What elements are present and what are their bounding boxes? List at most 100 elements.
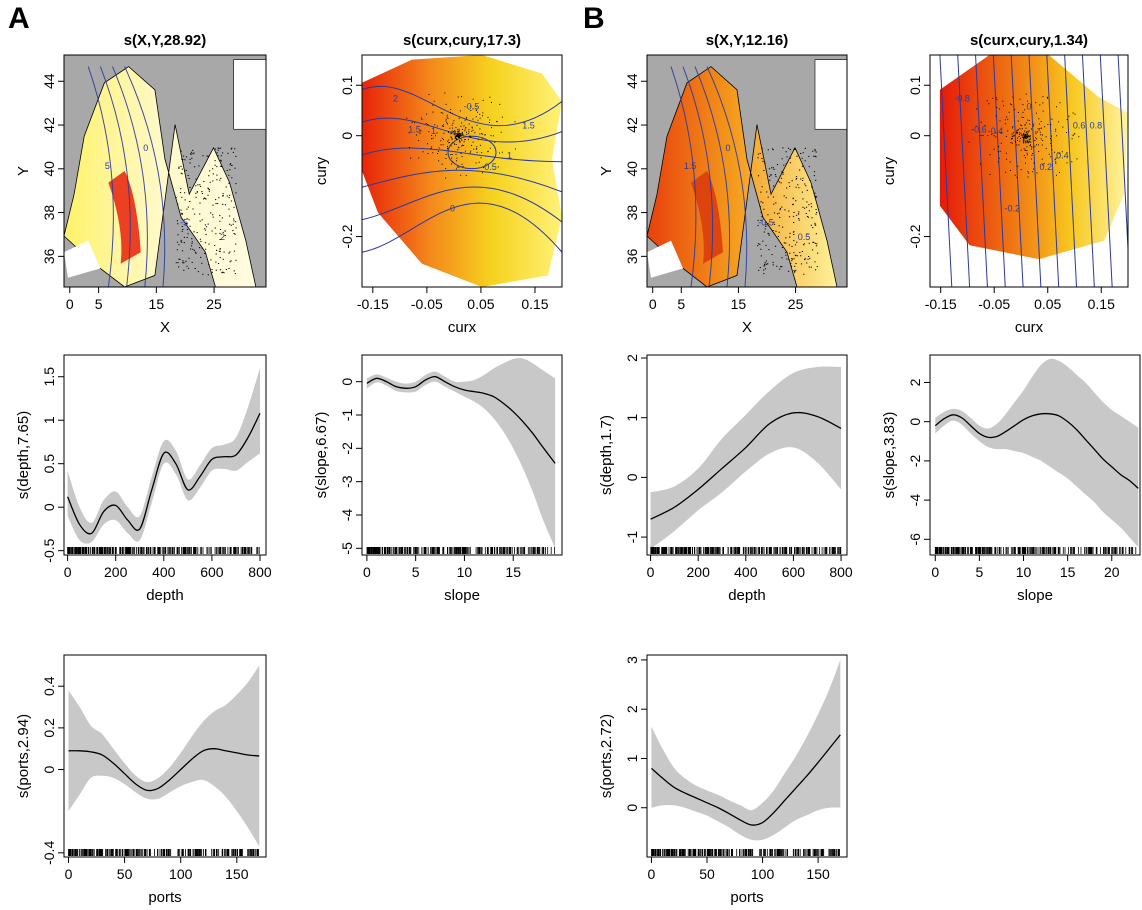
y-tick-label: -0.2 xyxy=(339,224,355,248)
contour-line xyxy=(1099,55,1113,287)
contour-label: 0 xyxy=(1026,101,1031,111)
y-tick-label: 40 xyxy=(41,161,57,177)
contour-line xyxy=(1010,55,1024,287)
y-tick-label: 36 xyxy=(624,248,640,264)
x-tick-label: 0 xyxy=(647,564,655,580)
y-tick-label: 38 xyxy=(41,205,57,221)
contour-line xyxy=(682,66,714,287)
hot-spot xyxy=(108,171,141,264)
contour-label: 0 xyxy=(450,203,455,213)
x-tick-label: 15 xyxy=(731,296,747,312)
x-tick-label: -0.05 xyxy=(978,296,1010,312)
plot-frame xyxy=(929,54,1129,288)
y-tick-label: 2 xyxy=(624,354,640,362)
contour-line xyxy=(124,66,166,287)
smooth-line xyxy=(651,734,841,826)
contour-line xyxy=(694,66,731,287)
plot-frame xyxy=(929,354,1141,556)
x-tick-label: 15 xyxy=(149,296,165,312)
y-tick-label: 0.1 xyxy=(907,75,923,95)
x-tick-label: -0.15 xyxy=(925,296,957,312)
observation-points xyxy=(175,147,237,276)
contour-line xyxy=(447,135,497,170)
y-tick-label: 0 xyxy=(339,378,355,386)
y-tick-label: 0 xyxy=(339,132,355,140)
y-tick-label: -5 xyxy=(339,542,355,555)
y-tick-label: 44 xyxy=(41,73,57,89)
contour-line xyxy=(1081,55,1095,287)
y-tick-label: 42 xyxy=(624,117,640,133)
y-tick-label: -6 xyxy=(907,533,923,546)
y-tick-label: 2 xyxy=(907,378,923,386)
contour-line xyxy=(1046,55,1060,287)
a-depth-plot: 0 200 400 600 800 -0.5 0 0.5 1 1.5 depth s(depth,7.… xyxy=(15,354,272,604)
confidence-band xyxy=(67,368,260,544)
x-tick-label: 600 xyxy=(782,564,806,580)
rug-marks xyxy=(68,849,259,856)
contour-label: -0.5 xyxy=(464,101,480,111)
x-tick-label: -0.15 xyxy=(357,296,389,312)
y-axis-label: s(ports,2.72) xyxy=(598,714,615,798)
contour-line xyxy=(362,147,562,163)
contour-line xyxy=(112,66,148,287)
b-ports-plot: 0 50 100 150 0 1 2 3 ports s(ports,2.72) xyxy=(598,654,848,906)
contour-label: -0.8 xyxy=(954,94,970,104)
contour-line xyxy=(362,117,562,143)
contour-label: 0.4 xyxy=(1056,150,1069,160)
rug-marks xyxy=(651,849,840,856)
b-xy-plot: 1.5 0 -0.5 0.5 0 5 15 25 36 38 40 42 44 X Ys(X,Y,12.16… xyxy=(598,32,848,336)
x-tick-label: 20 xyxy=(1104,564,1120,580)
panel-label-b: B xyxy=(583,2,605,35)
x-tick-label: 5 xyxy=(976,564,984,580)
y-tick-label: 42 xyxy=(41,117,57,133)
x-tick-label: 0 xyxy=(363,564,371,580)
confidence-band xyxy=(68,665,260,847)
contour-line xyxy=(706,66,748,287)
observation-points xyxy=(968,93,1080,178)
y-axis-label: Y xyxy=(15,166,32,176)
a-xy-plot: 5 0 -5 2 0 5 15 25 36 38 40 42 44 X Ys(X,Y,28.92) xyxy=(15,32,267,336)
y-tick-label: -0.4 xyxy=(41,841,57,865)
smooth-line xyxy=(68,748,260,792)
x-tick-label: 100 xyxy=(169,866,193,882)
confidence-band xyxy=(366,357,556,549)
contour-label: 1.5 xyxy=(522,120,535,130)
observation-points xyxy=(406,92,516,179)
contour-label: 2 xyxy=(393,94,398,104)
x-tick-label: 0.05 xyxy=(467,296,494,312)
x-axis-label: ports xyxy=(148,889,181,906)
contour-label: 5 xyxy=(105,161,110,171)
x-tick-label: 25 xyxy=(788,296,804,312)
y-tick-label: -1 xyxy=(339,409,355,422)
x-tick-label: 200 xyxy=(687,564,711,580)
plot-frame xyxy=(63,354,267,556)
x-tick-label: 0 xyxy=(649,296,657,312)
contour-line xyxy=(362,169,562,193)
contour-label: 0.5 xyxy=(484,162,497,172)
x-axis-label: slope xyxy=(1017,587,1053,604)
y-tick-label: 0 xyxy=(41,765,57,773)
x-axis-label: ports xyxy=(730,889,763,906)
x-tick-label: 400 xyxy=(734,564,758,580)
x-tick-label: 200 xyxy=(104,564,128,580)
rug-marks xyxy=(934,547,1137,554)
chart-title: s(X,Y,28.92) xyxy=(124,32,207,49)
y-axis-label: cury xyxy=(313,156,330,185)
chart-title: s(curx,cury,1.34) xyxy=(970,32,1088,49)
x-tick-label: 800 xyxy=(829,564,853,580)
x-tick-label: 15 xyxy=(505,564,521,580)
contour-label: 0 xyxy=(725,143,730,153)
y-tick-label: 0 xyxy=(41,503,57,511)
y-tick-label: 0.5 xyxy=(41,454,57,474)
y-tick-label: -1 xyxy=(624,531,640,544)
y-tick-label: 3 xyxy=(624,656,640,664)
contour-line xyxy=(362,186,562,223)
contour-line xyxy=(939,55,953,287)
contour-label: 2 xyxy=(220,232,225,242)
y-tick-label: 0 xyxy=(624,804,640,812)
contour-line xyxy=(992,55,1006,287)
y-tick-label: 0.4 xyxy=(41,676,57,696)
smooth-line xyxy=(67,412,261,535)
confidence-band xyxy=(651,659,841,841)
x-tick-label: 0 xyxy=(648,866,656,882)
